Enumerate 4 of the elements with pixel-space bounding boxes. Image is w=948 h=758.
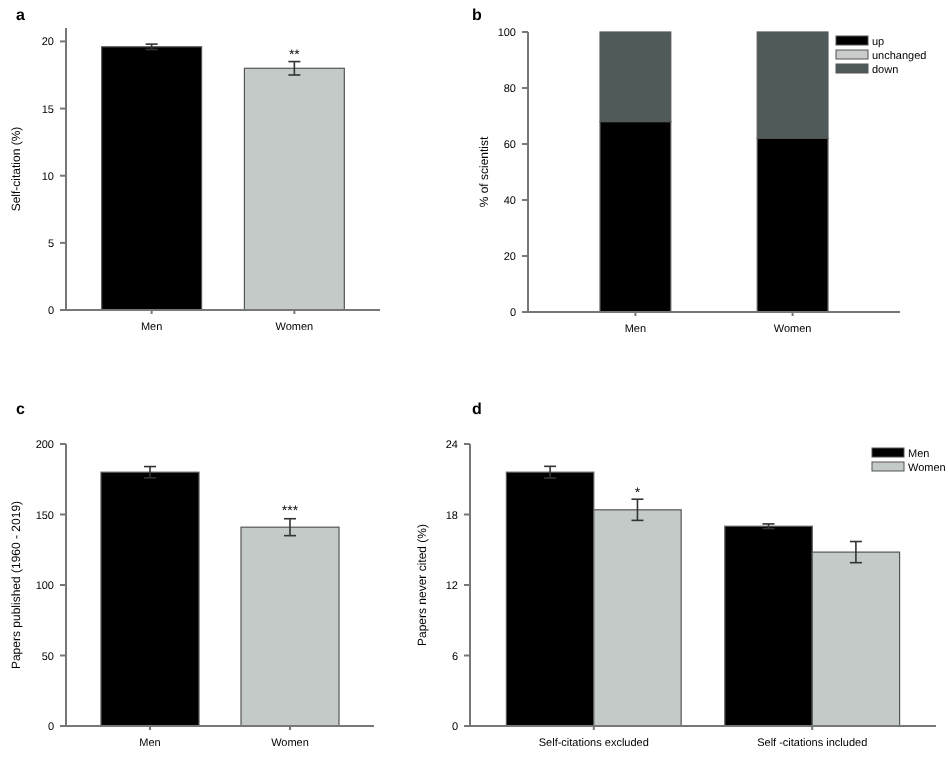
chart-title: a [16, 6, 26, 24]
chart-title: c [16, 400, 26, 418]
chart-title: d [472, 400, 482, 418]
chart-title: b [472, 6, 482, 24]
